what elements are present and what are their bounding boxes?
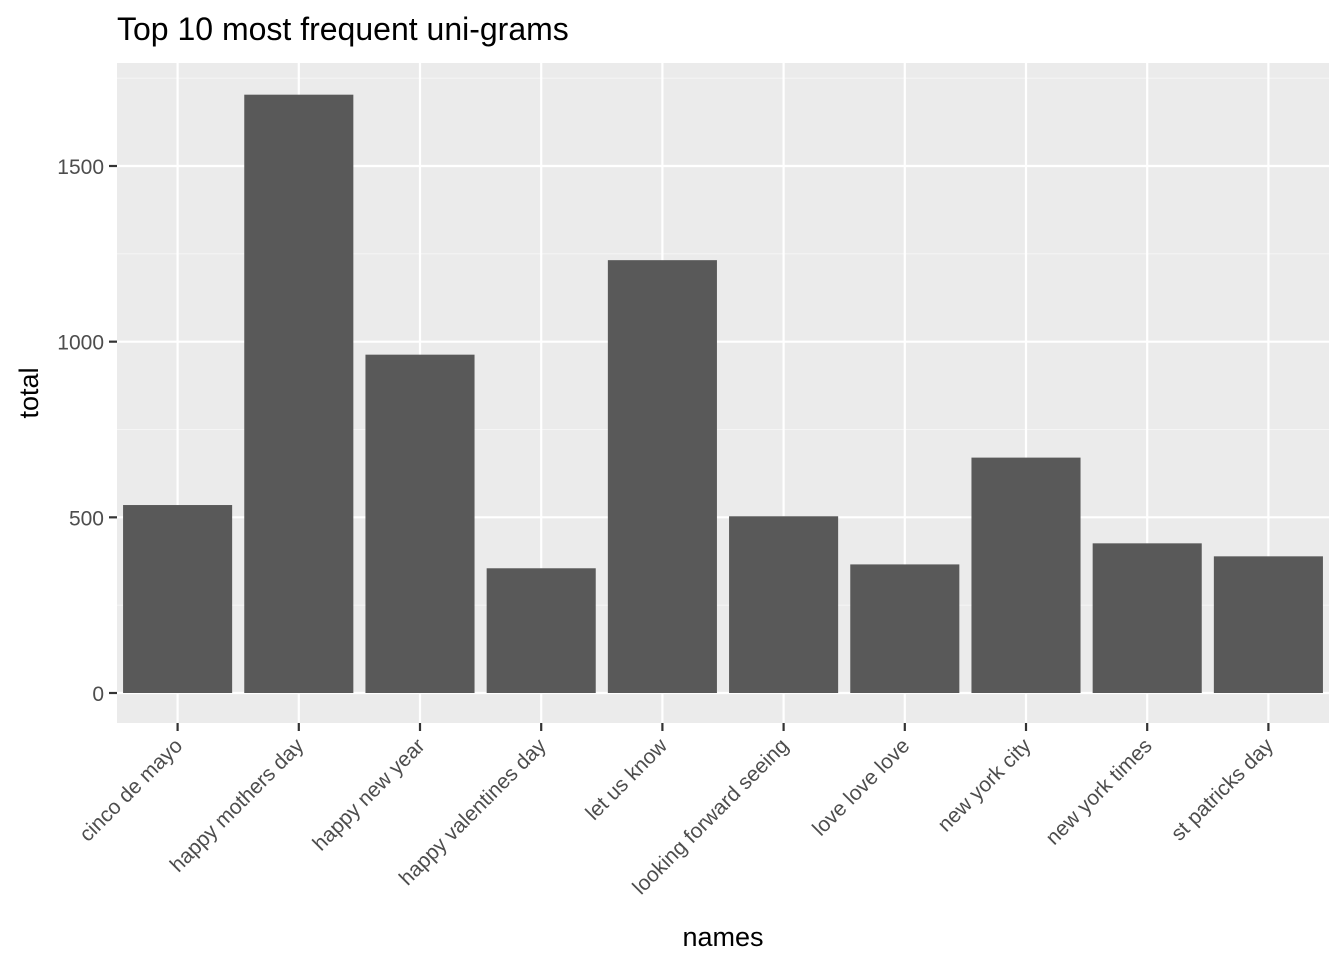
x-tick-label: love love love bbox=[808, 734, 914, 840]
bars-group bbox=[123, 94, 1323, 694]
y-axis: 0 500 1000 1500 bbox=[57, 156, 117, 706]
x-tick-label: happy new year bbox=[308, 734, 429, 855]
y-tick-label: 1000 bbox=[57, 332, 104, 355]
bar bbox=[607, 260, 717, 693]
bar bbox=[850, 564, 960, 693]
bar bbox=[244, 94, 354, 694]
x-tick-label: let us know bbox=[581, 734, 672, 825]
x-tick-label: cinco de mayo bbox=[75, 734, 187, 846]
x-tick-label: new york times bbox=[1041, 734, 1156, 849]
bar bbox=[971, 457, 1081, 693]
y-tick-label: 1500 bbox=[57, 156, 104, 179]
chart-title: Top 10 most frequent uni-grams bbox=[117, 11, 569, 47]
bar bbox=[123, 505, 233, 693]
bar bbox=[1213, 556, 1323, 693]
bar bbox=[729, 516, 839, 693]
bar bbox=[365, 354, 475, 693]
y-axis-title: total bbox=[14, 367, 44, 418]
y-tick-label: 0 bbox=[92, 683, 104, 706]
x-axis-title: names bbox=[682, 922, 763, 952]
y-tick-label: 500 bbox=[69, 507, 104, 530]
bar bbox=[1092, 543, 1202, 693]
bar bbox=[486, 568, 596, 693]
x-tick-label: st patricks day bbox=[1167, 734, 1279, 846]
x-tick-label: new york city bbox=[933, 734, 1035, 836]
x-tick-label: happy mothers day bbox=[166, 734, 309, 877]
